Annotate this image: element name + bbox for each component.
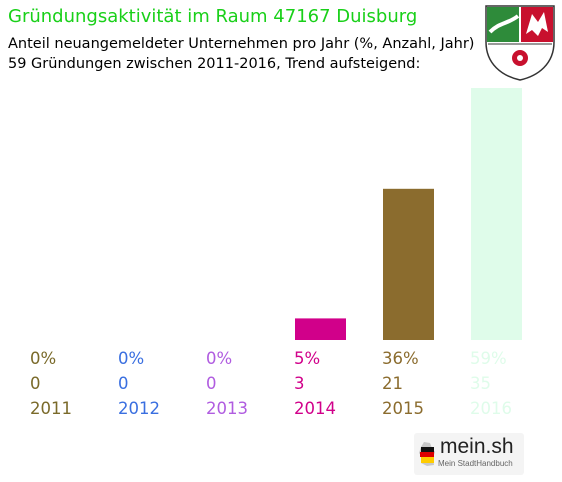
count-label-2011: 0 — [30, 374, 41, 393]
count-label-2014: 3 — [294, 374, 305, 393]
percent-label-2016: 59% — [470, 349, 507, 368]
bar-2015 — [383, 188, 434, 340]
year-label-2013: 2013 — [206, 399, 248, 418]
year-label-2012: 2012 — [118, 399, 160, 418]
logo-name: mein.sh — [440, 435, 514, 458]
count-label-2015: 21 — [382, 374, 403, 393]
chart-summary: 59 Gründungen zwischen 2011-2016, Trend … — [8, 56, 421, 72]
nrw-coat-of-arms-icon — [485, 5, 555, 81]
percent-label-2015: 36% — [382, 349, 419, 368]
percent-label-2013: 0% — [206, 349, 232, 368]
chart-title: Gründungsaktivität im Raum 47167 Duisbur… — [8, 6, 418, 27]
percent-label-2011: 0% — [30, 349, 56, 368]
chart-subtitle: Anteil neuangemeldeter Unternehmen pro J… — [8, 36, 475, 52]
year-label-2016: 2016 — [470, 399, 512, 418]
bar-2016 — [471, 88, 522, 340]
mein-sh-logo[interactable]: mein.sh Mein StadtHandbuch — [414, 433, 524, 475]
bar-2014 — [295, 318, 346, 340]
year-label-2015: 2015 — [382, 399, 424, 418]
count-label-2016: 35 — [470, 374, 491, 393]
count-label-2012: 0 — [118, 374, 129, 393]
logo-tagline: Mein StadtHandbuch — [438, 459, 513, 468]
germany-map-icon — [419, 442, 435, 466]
percent-label-2012: 0% — [118, 349, 144, 368]
year-label-2011: 2011 — [30, 399, 72, 418]
year-label-2014: 2014 — [294, 399, 336, 418]
count-label-2013: 0 — [206, 374, 217, 393]
percent-label-2014: 5% — [294, 349, 320, 368]
